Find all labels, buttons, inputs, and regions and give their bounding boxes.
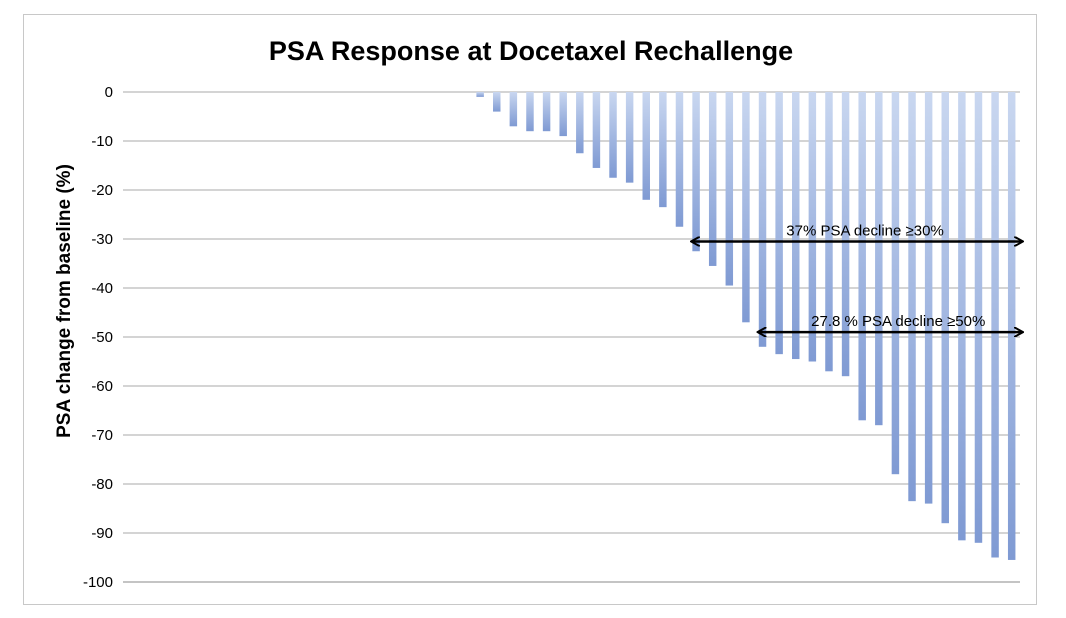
- bar: [825, 92, 833, 372]
- y-tick-label: -30: [91, 231, 113, 248]
- bar: [609, 92, 617, 178]
- bar: [576, 92, 584, 154]
- bars: [476, 92, 1016, 560]
- bar: [708, 92, 717, 266]
- y-tick-label: -60: [91, 378, 113, 395]
- y-axis-label: PSA change from baseline (%): [54, 164, 75, 438]
- bar: [841, 92, 850, 377]
- bar: [974, 92, 983, 543]
- bar: [958, 92, 966, 541]
- y-tick-label: -80: [91, 476, 113, 493]
- bar: [908, 92, 916, 502]
- annotation-label: 37% PSA decline ≥30%: [786, 222, 944, 239]
- bar: [1007, 92, 1016, 560]
- bar: [792, 92, 800, 360]
- bar: [891, 92, 900, 475]
- bar: [808, 92, 817, 362]
- y-tick-label: -70: [91, 427, 113, 444]
- bar: [775, 92, 783, 355]
- bar: [758, 92, 767, 347]
- bar: [493, 92, 501, 112]
- bar: [625, 92, 634, 183]
- bar: [875, 92, 883, 426]
- y-tick-label: -10: [91, 133, 113, 150]
- chart-title: PSA Response at Docetaxel Rechallenge: [269, 36, 793, 66]
- bar: [742, 92, 750, 323]
- bar: [858, 92, 866, 421]
- bar: [924, 92, 933, 504]
- bar: [692, 92, 700, 252]
- gridlines: [123, 91, 1020, 534]
- bar: [725, 92, 734, 286]
- y-tick-label: -90: [91, 525, 113, 542]
- bar: [542, 92, 551, 132]
- y-tick-label: -50: [91, 329, 113, 346]
- bar: [509, 92, 518, 127]
- bar: [991, 92, 999, 558]
- y-tick-label: -40: [91, 280, 113, 297]
- y-tick-label: -20: [91, 182, 113, 199]
- bar: [559, 92, 567, 137]
- bar: [476, 92, 484, 97]
- bar: [526, 92, 534, 132]
- annotations: 37% PSA decline ≥30% 27.8 % PSA decline ≥…: [692, 222, 1022, 332]
- chart-svg: PSA Response at Docetaxel Rechallenge PS…: [54, 36, 1038, 591]
- y-tick-label: 0: [105, 84, 113, 101]
- bar: [941, 92, 949, 524]
- annotation-label: 27.8 % PSA decline ≥50%: [811, 313, 985, 330]
- chart-frame: PSA Response at Docetaxel Rechallenge PS…: [23, 14, 1037, 605]
- bar: [659, 92, 667, 208]
- y-tick-labels: 0 -10 -20 -30 -40 -50 -60 -70 -80 -90 -100: [83, 84, 113, 591]
- bar: [592, 92, 601, 168]
- bar: [642, 92, 650, 200]
- y-tick-label: -100: [83, 574, 113, 591]
- bar: [675, 92, 684, 227]
